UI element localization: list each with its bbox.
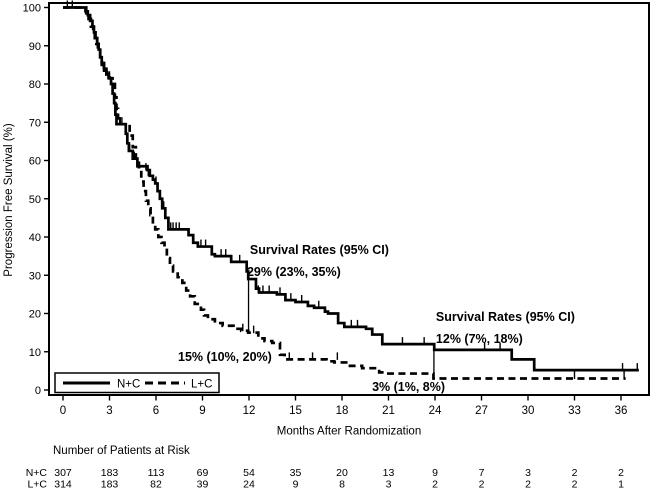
- risk-count: 2: [525, 479, 531, 489]
- risk-count: 9: [293, 479, 299, 489]
- y-tick-label: 80: [29, 79, 41, 91]
- x-tick-label: 21: [382, 405, 395, 417]
- survival-rate-annotation: Survival Rates (95% CI): [250, 243, 389, 257]
- risk-count: 9: [432, 467, 438, 479]
- legend-box: [54, 372, 220, 394]
- risk-count: 54: [243, 467, 255, 479]
- survival-rate-annotation: 29% (23%, 35%): [247, 265, 341, 279]
- survival-rate-annotation: 3% (1%, 8%): [372, 380, 445, 394]
- x-tick-label: 33: [568, 405, 581, 417]
- curve-n-plus-c: [63, 6, 639, 372]
- risk-table-title: Number of Patients at Risk: [53, 445, 190, 457]
- risk-count: 20: [336, 467, 348, 479]
- y-tick-label: 50: [29, 194, 41, 206]
- legend-label-lc: L+C: [191, 379, 212, 391]
- x-tick-label: 36: [615, 405, 628, 417]
- legend-label-nc: N+C: [117, 379, 140, 391]
- risk-count: 113: [148, 467, 165, 479]
- risk-count: 39: [197, 479, 209, 489]
- x-tick-label: 3: [106, 405, 112, 417]
- risk-count: 2: [572, 479, 578, 489]
- risk-count: 13: [383, 467, 395, 479]
- x-axis-title: Months After Randomization: [277, 426, 421, 438]
- risk-count: 1: [618, 479, 624, 489]
- y-tick-label: 60: [29, 156, 41, 168]
- risk-count: 2: [572, 467, 578, 479]
- x-tick-label: 18: [336, 405, 349, 417]
- risk-count: 8: [339, 479, 345, 489]
- risk-count: 183: [101, 479, 119, 489]
- y-tick-label: 70: [29, 117, 41, 129]
- x-tick-label: 9: [199, 405, 205, 417]
- curve-l-plus-c: [63, 6, 626, 380]
- risk-row-label: L+C: [27, 479, 47, 489]
- x-tick-label: 24: [429, 405, 442, 417]
- x-tick-label: 15: [289, 405, 302, 417]
- survival-rate-annotation: 12% (7%, 18%): [436, 332, 523, 346]
- risk-count: 7: [479, 467, 485, 479]
- x-tick-label: 30: [522, 405, 535, 417]
- x-tick-label: 27: [475, 405, 488, 417]
- x-tick-label: 12: [243, 405, 256, 417]
- risk-count: 183: [101, 467, 119, 479]
- y-tick-label: 0: [35, 385, 41, 397]
- risk-count: 3: [386, 479, 392, 489]
- y-tick-label: 30: [29, 270, 41, 282]
- risk-count: 2: [618, 467, 624, 479]
- y-tick-label: 40: [29, 232, 41, 244]
- survival-rate-annotation: 15% (10%, 20%): [178, 350, 272, 364]
- y-tick-label: 20: [29, 309, 41, 321]
- y-tick-label: 90: [29, 41, 41, 53]
- risk-count: 314: [54, 479, 72, 489]
- survival-rate-annotation: Survival Rates (95% CI): [436, 310, 575, 324]
- plot-frame: [48, 2, 650, 396]
- risk-row-label: N+C: [26, 467, 48, 479]
- y-axis-title: Progression Free Survival (%): [3, 123, 15, 277]
- risk-count: 307: [54, 467, 72, 479]
- risk-count: 2: [479, 479, 485, 489]
- risk-count: 3: [525, 467, 531, 479]
- x-tick-label: 0: [60, 405, 66, 417]
- x-tick-label: 6: [153, 405, 159, 417]
- risk-count: 24: [243, 479, 255, 489]
- risk-count: 82: [150, 479, 162, 489]
- y-tick-label: 100: [23, 3, 41, 15]
- risk-count: 69: [197, 467, 209, 479]
- risk-count: 35: [290, 467, 302, 479]
- risk-count: 2: [432, 479, 438, 489]
- y-tick-label: 10: [29, 347, 41, 359]
